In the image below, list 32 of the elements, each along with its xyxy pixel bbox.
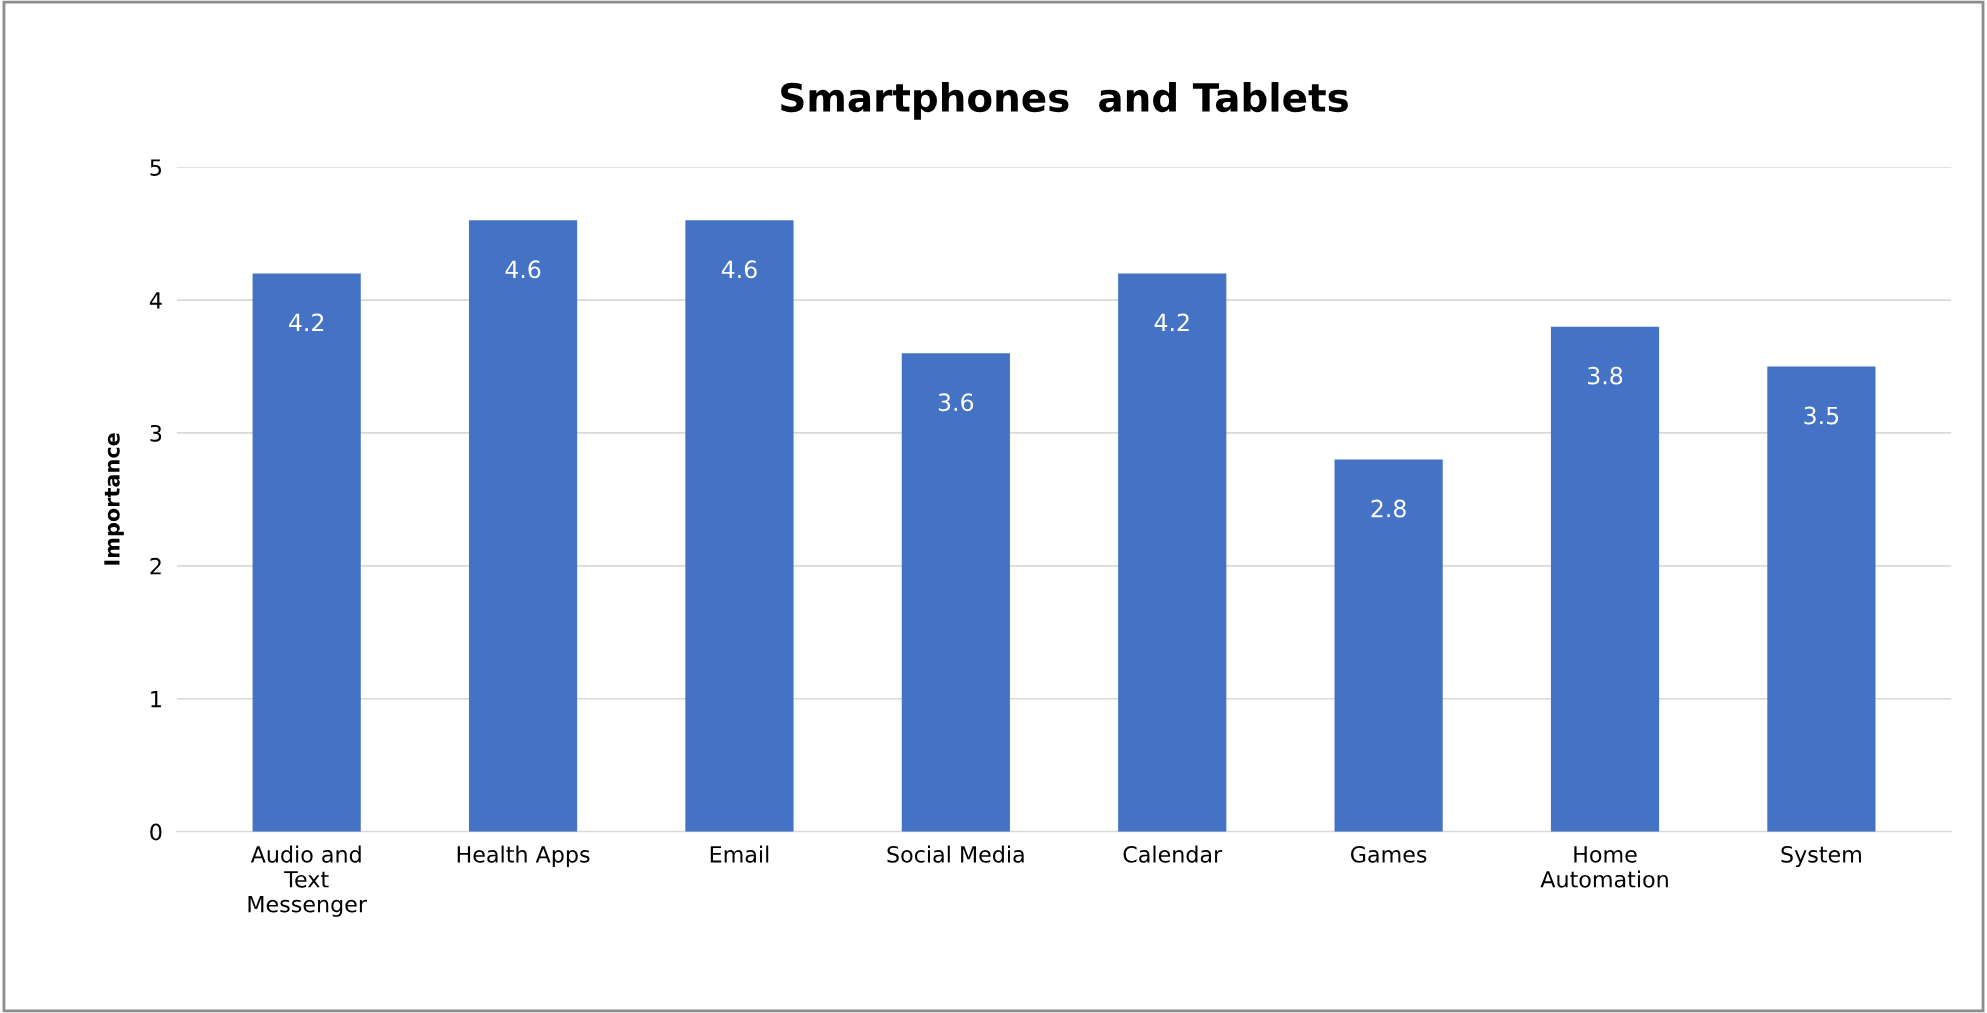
y-tick-label: 0 bbox=[150, 823, 162, 841]
bar bbox=[1334, 459, 1443, 832]
y-tick-label: 3 bbox=[150, 424, 162, 442]
bar bbox=[685, 220, 794, 832]
y-axis-title: Importance bbox=[104, 433, 124, 565]
x-tick-label: Home Automation bbox=[1540, 846, 1668, 888]
data-label: 3.8 bbox=[1588, 366, 1623, 385]
y-tick-label: 4 bbox=[149, 292, 162, 309]
x-tick-label: Calendar bbox=[1123, 845, 1223, 863]
data-label: 2.8 bbox=[1371, 499, 1406, 518]
chart-title: Smartphones and Tablets bbox=[781, 82, 1348, 120]
bar bbox=[1767, 366, 1876, 832]
bar bbox=[1118, 273, 1227, 832]
bar bbox=[1550, 326, 1660, 832]
data-label: 3.5 bbox=[1804, 406, 1839, 425]
x-tick-label: Health Apps bbox=[457, 845, 590, 868]
x-tick-label: System bbox=[1781, 845, 1861, 868]
bar bbox=[468, 220, 578, 832]
data-label: 4.6 bbox=[721, 260, 757, 279]
data-label: 4.6 bbox=[505, 260, 541, 279]
y-tick-label: 5 bbox=[150, 159, 162, 176]
data-label: 4.2 bbox=[289, 313, 324, 332]
x-tick-label: Email bbox=[710, 845, 769, 863]
x-tick-label: Audio and Text Messenger bbox=[248, 845, 368, 917]
x-tick-label: Games bbox=[1351, 845, 1427, 863]
x-tick-label: Social Media bbox=[887, 845, 1024, 863]
data-label: 3.6 bbox=[938, 393, 974, 412]
bar bbox=[901, 353, 1010, 832]
data-label: 4.2 bbox=[1154, 313, 1189, 332]
bar bbox=[252, 273, 361, 832]
y-tick-label: 1 bbox=[151, 691, 161, 708]
y-tick-label: 2 bbox=[150, 557, 161, 575]
